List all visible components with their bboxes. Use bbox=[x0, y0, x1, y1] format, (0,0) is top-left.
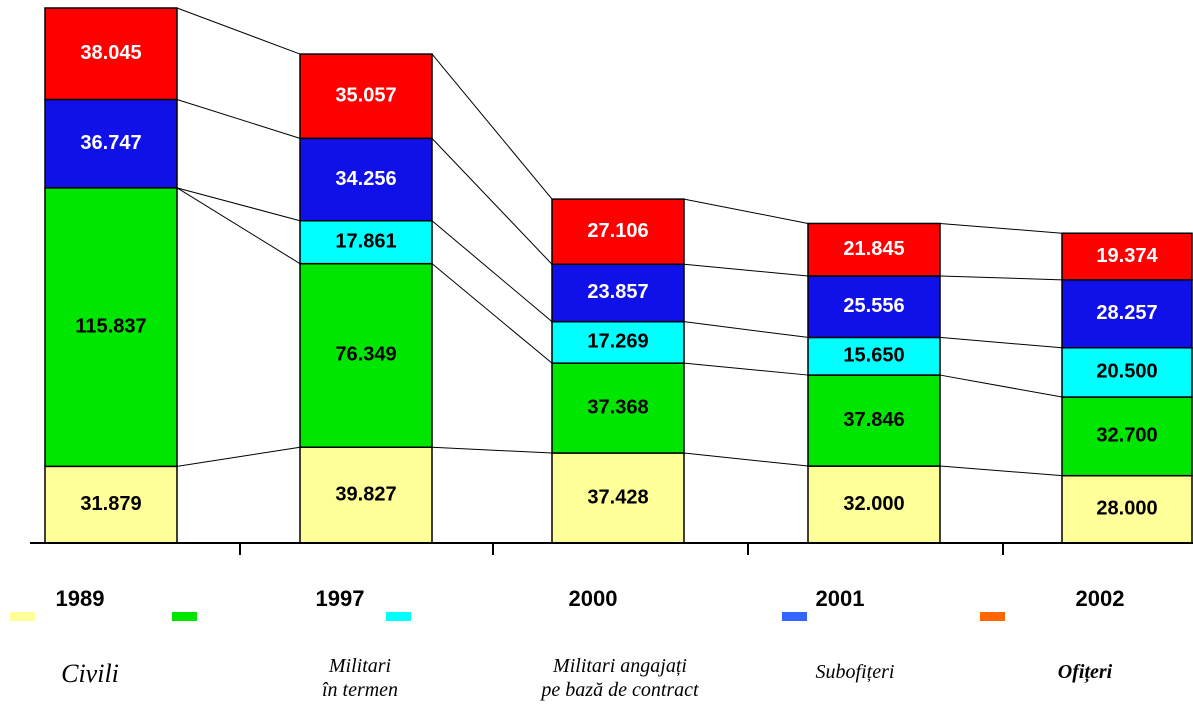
data-label: 37.368 bbox=[587, 396, 648, 418]
legend-label: Ofițeri bbox=[1057, 661, 1113, 683]
connector bbox=[431, 220, 553, 323]
bar-segment bbox=[807, 336, 941, 376]
connector bbox=[176, 7, 301, 55]
data-label: 17.861 bbox=[335, 230, 396, 252]
bar-segment bbox=[1061, 232, 1193, 281]
connector bbox=[683, 263, 809, 277]
data-label: 15.650 bbox=[843, 345, 904, 367]
bar-segment bbox=[551, 452, 685, 544]
connector bbox=[683, 452, 809, 467]
connector bbox=[176, 187, 301, 265]
data-label: 28.000 bbox=[1096, 498, 1157, 520]
connector bbox=[939, 465, 1063, 477]
data-label: 76.349 bbox=[335, 344, 396, 366]
connector bbox=[176, 187, 301, 222]
bar-segment bbox=[807, 275, 941, 339]
connector bbox=[176, 446, 301, 467]
connector bbox=[431, 446, 553, 454]
legend-label: Militari în termen bbox=[321, 655, 399, 701]
data-label: 37.846 bbox=[843, 409, 904, 431]
connector bbox=[939, 336, 1063, 349]
bar-segment bbox=[807, 374, 941, 467]
connector bbox=[431, 53, 553, 200]
bar-segment bbox=[1061, 474, 1193, 544]
bar-segment bbox=[551, 362, 685, 454]
data-label: 37.428 bbox=[587, 486, 648, 508]
data-label: 32.000 bbox=[843, 493, 904, 515]
x-tick-label: 1989 bbox=[56, 586, 105, 611]
bar-segment bbox=[1061, 396, 1193, 477]
legend-label: Civili bbox=[61, 659, 119, 688]
data-label: 25.556 bbox=[843, 295, 904, 317]
connector bbox=[683, 321, 809, 338]
bar-segment bbox=[1061, 347, 1193, 398]
legend-swatch bbox=[782, 612, 807, 621]
bar-segment bbox=[44, 98, 178, 189]
connector bbox=[431, 263, 553, 364]
legend-swatch bbox=[386, 612, 411, 621]
bar-segment bbox=[44, 187, 178, 468]
legend-swatch bbox=[172, 612, 197, 621]
bar-segment bbox=[44, 465, 178, 544]
data-label: 27.106 bbox=[587, 220, 648, 242]
data-label: 23.857 bbox=[587, 281, 648, 303]
data-label: 115.837 bbox=[75, 315, 146, 337]
bar-segment bbox=[44, 7, 178, 101]
legend-swatch bbox=[980, 612, 1005, 621]
x-tick-label: 2002 bbox=[1076, 586, 1125, 611]
bar-segment bbox=[1061, 279, 1193, 349]
connector bbox=[683, 362, 809, 376]
bar-segment bbox=[807, 465, 941, 544]
bar-segment bbox=[551, 320, 685, 364]
data-label: 19.374 bbox=[1096, 245, 1158, 267]
bar-segment bbox=[551, 198, 685, 266]
data-label: 32.700 bbox=[1096, 425, 1157, 447]
connector bbox=[939, 275, 1063, 281]
connector bbox=[176, 98, 301, 139]
x-tick-label: 2000 bbox=[569, 586, 618, 611]
connector bbox=[683, 198, 809, 224]
data-label: 28.257 bbox=[1096, 302, 1157, 324]
bar-segment bbox=[299, 53, 433, 140]
data-label: 17.269 bbox=[587, 331, 648, 353]
bar-segment bbox=[807, 222, 941, 277]
bar-segment bbox=[299, 137, 433, 222]
data-label: 34.256 bbox=[335, 168, 396, 190]
legend-label: Militari angajați pe bază de contract bbox=[541, 655, 699, 701]
x-tick-label: 1997 bbox=[316, 586, 365, 611]
x-tick-label: 2001 bbox=[816, 586, 865, 611]
connector bbox=[431, 138, 553, 265]
connector bbox=[939, 374, 1063, 398]
bar-segment bbox=[299, 262, 433, 448]
connector bbox=[939, 222, 1063, 234]
data-label: 31.879 bbox=[80, 493, 141, 515]
data-label: 35.057 bbox=[335, 84, 396, 106]
data-label: 39.827 bbox=[335, 483, 396, 505]
data-label: 21.845 bbox=[843, 238, 904, 260]
legend-label: Subofițeri bbox=[815, 661, 895, 683]
data-label: 20.500 bbox=[1096, 361, 1157, 383]
data-label: 36.747 bbox=[80, 132, 141, 154]
legend-swatch bbox=[10, 612, 35, 621]
data-label: 38.045 bbox=[80, 42, 141, 64]
